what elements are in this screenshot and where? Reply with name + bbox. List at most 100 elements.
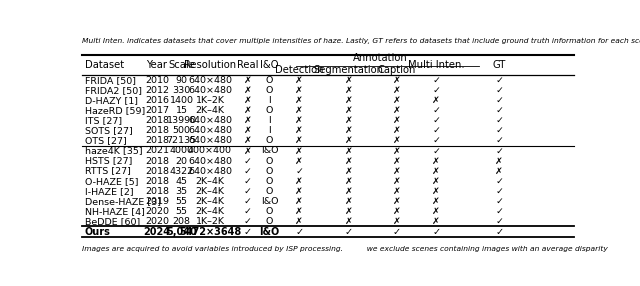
Text: ✓: ✓ — [244, 187, 252, 196]
Text: O: O — [266, 86, 273, 95]
Text: ✗: ✗ — [295, 136, 303, 145]
Text: ✗: ✗ — [345, 177, 353, 186]
Text: 1400: 1400 — [170, 96, 194, 105]
Text: ✗: ✗ — [244, 76, 252, 85]
Text: 2018: 2018 — [145, 177, 169, 186]
Text: O: O — [266, 106, 273, 115]
Text: 20: 20 — [175, 156, 188, 166]
Text: O: O — [266, 136, 273, 145]
Text: 640×480: 640×480 — [188, 116, 232, 125]
Text: ✗: ✗ — [495, 166, 503, 176]
Text: 640×480: 640×480 — [188, 76, 232, 85]
Text: ✗: ✗ — [392, 116, 401, 125]
Text: 55: 55 — [175, 207, 188, 216]
Text: ✗: ✗ — [432, 166, 440, 176]
Text: ITS [27]: ITS [27] — [85, 116, 122, 125]
Text: ✗: ✗ — [392, 96, 401, 105]
Text: ✗: ✗ — [432, 207, 440, 216]
Text: ✗: ✗ — [244, 126, 252, 135]
Text: ✗: ✗ — [392, 136, 401, 145]
Text: ✓: ✓ — [244, 207, 252, 216]
Text: 2018: 2018 — [145, 166, 169, 176]
Text: 5472×3648: 5472×3648 — [179, 227, 241, 237]
Text: I&O: I&O — [260, 146, 278, 155]
Text: ✗: ✗ — [295, 217, 303, 226]
Text: ✓: ✓ — [432, 227, 440, 237]
Text: 13990: 13990 — [166, 116, 196, 125]
Text: ✓: ✓ — [495, 136, 503, 145]
Text: 2020: 2020 — [145, 207, 169, 216]
Text: HazeRD [59]: HazeRD [59] — [85, 106, 145, 115]
Text: 2K–4K: 2K–4K — [195, 187, 225, 196]
Text: ✓: ✓ — [432, 126, 440, 135]
Text: 2021: 2021 — [145, 146, 169, 155]
Text: I: I — [268, 126, 271, 135]
Text: GT: GT — [492, 60, 506, 70]
Text: 2018: 2018 — [145, 116, 169, 125]
Text: Annotation: Annotation — [353, 53, 408, 63]
Text: ✓: ✓ — [495, 207, 503, 216]
Text: ✓: ✓ — [295, 166, 303, 176]
Text: ✓: ✓ — [244, 156, 252, 166]
Text: ✗: ✗ — [345, 166, 353, 176]
Text: 2018: 2018 — [145, 156, 169, 166]
Text: ✗: ✗ — [392, 166, 401, 176]
Text: 208: 208 — [173, 217, 191, 226]
Text: BeDDE [60]: BeDDE [60] — [85, 217, 140, 226]
Text: O: O — [266, 177, 273, 186]
Text: 2K–4K: 2K–4K — [195, 106, 225, 115]
Text: I-HAZE [2]: I-HAZE [2] — [85, 187, 134, 196]
Text: ✗: ✗ — [392, 156, 401, 166]
Text: I&O: I&O — [259, 227, 280, 237]
Text: ✗: ✗ — [432, 187, 440, 196]
Text: Dataset: Dataset — [85, 60, 124, 70]
Text: Segmentation: Segmentation — [314, 65, 384, 75]
Text: Images are acquired to avoid variables introduced by ISP processing.          we: Images are acquired to avoid variables i… — [83, 246, 609, 252]
Text: OTS [27]: OTS [27] — [85, 136, 127, 145]
Text: O-HAZE [5]: O-HAZE [5] — [85, 177, 138, 186]
Text: ✓: ✓ — [495, 86, 503, 95]
Text: ✗: ✗ — [432, 156, 440, 166]
Text: ✗: ✗ — [392, 106, 401, 115]
Text: ✓: ✓ — [432, 76, 440, 85]
Text: ✗: ✗ — [345, 136, 353, 145]
Text: 2019: 2019 — [145, 197, 169, 206]
Text: 2K–4K: 2K–4K — [195, 177, 225, 186]
Text: Multi Inten.: Multi Inten. — [408, 60, 465, 70]
Text: ✓: ✓ — [244, 177, 252, 186]
Text: I&O: I&O — [260, 197, 278, 206]
Text: I: I — [268, 116, 271, 125]
Text: Detection: Detection — [275, 65, 323, 75]
Text: ✗: ✗ — [295, 146, 303, 155]
Text: ✗: ✗ — [295, 76, 303, 85]
Text: ✓: ✓ — [432, 136, 440, 145]
Text: 5,040: 5,040 — [166, 227, 197, 237]
Text: ✓: ✓ — [432, 106, 440, 115]
Text: ✗: ✗ — [295, 96, 303, 105]
Text: haze4K [35]: haze4K [35] — [85, 146, 143, 155]
Text: 2020: 2020 — [145, 217, 169, 226]
Text: 2016: 2016 — [145, 96, 169, 105]
Text: Ours: Ours — [85, 227, 111, 237]
Text: ✗: ✗ — [432, 96, 440, 105]
Text: 2024: 2024 — [143, 227, 170, 237]
Text: ✓: ✓ — [432, 86, 440, 95]
Text: 640×480: 640×480 — [188, 156, 232, 166]
Text: ✗: ✗ — [392, 197, 401, 206]
Text: ✗: ✗ — [345, 156, 353, 166]
Text: ✗: ✗ — [345, 76, 353, 85]
Text: ✓: ✓ — [432, 116, 440, 125]
Text: ✗: ✗ — [244, 96, 252, 105]
Text: ✓: ✓ — [495, 217, 503, 226]
Text: ✗: ✗ — [345, 146, 353, 155]
Text: 2018: 2018 — [145, 126, 169, 135]
Text: ✗: ✗ — [495, 156, 503, 166]
Text: ✗: ✗ — [295, 197, 303, 206]
Text: ✗: ✗ — [392, 126, 401, 135]
Text: FRIDA2 [50]: FRIDA2 [50] — [85, 86, 142, 95]
Text: O: O — [266, 217, 273, 226]
Text: ✗: ✗ — [392, 217, 401, 226]
Text: ✓: ✓ — [495, 177, 503, 186]
Text: HSTS [27]: HSTS [27] — [85, 156, 132, 166]
Text: O: O — [266, 76, 273, 85]
